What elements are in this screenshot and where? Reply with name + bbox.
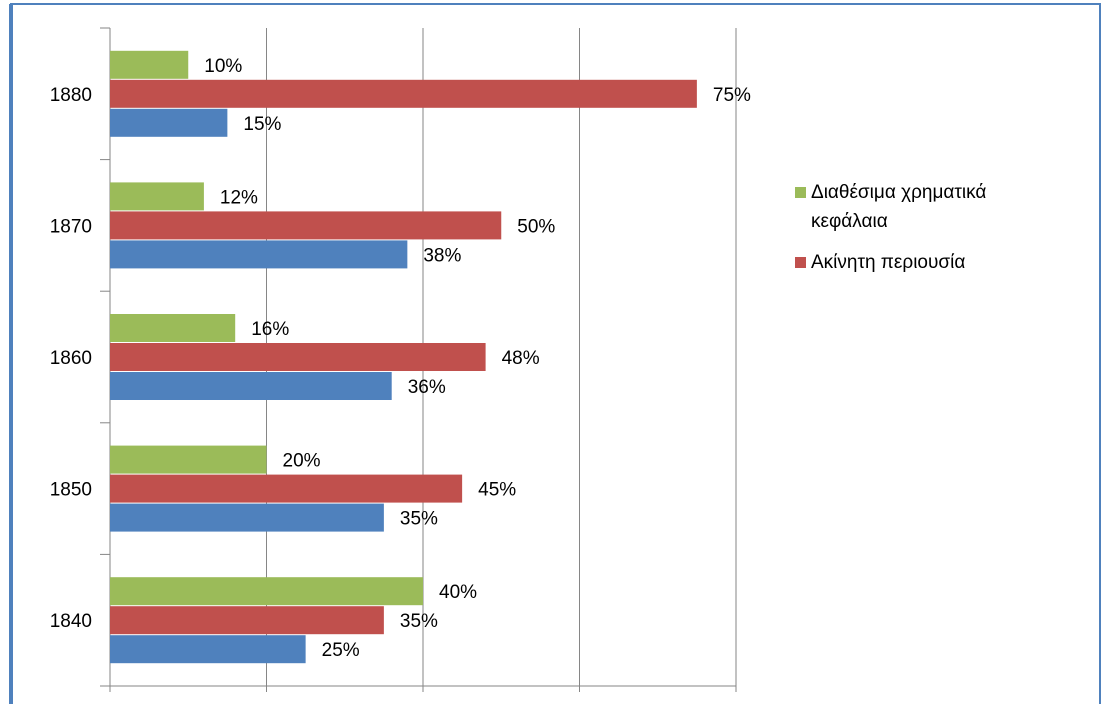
data-label: 45% bbox=[478, 480, 516, 501]
legend-swatch bbox=[795, 257, 806, 268]
bar bbox=[110, 79, 697, 108]
bar bbox=[110, 577, 423, 606]
data-label: 38% bbox=[423, 245, 461, 266]
legend-item: Διαθέσιμα χρηματικά κεφάλαια bbox=[795, 178, 1075, 236]
data-label: 40% bbox=[439, 582, 477, 603]
data-label: 36% bbox=[408, 377, 446, 398]
legend: Διαθέσιμα χρηματικά κεφάλαια Ακίνητη περι… bbox=[795, 178, 1075, 289]
legend-swatch bbox=[795, 187, 806, 198]
data-label: 25% bbox=[322, 640, 360, 661]
bar bbox=[110, 240, 408, 269]
y-tick-label: 1850 bbox=[50, 480, 92, 501]
bar bbox=[110, 50, 189, 79]
legend-label: Ακίνητη περιουσία bbox=[811, 252, 966, 273]
data-label: 15% bbox=[243, 114, 281, 135]
data-label: 16% bbox=[251, 319, 289, 340]
legend-item: Ακίνητη περιουσία bbox=[795, 248, 1075, 277]
bar bbox=[110, 182, 204, 211]
data-label: 75% bbox=[713, 85, 751, 106]
legend-label: Διαθέσιμα χρηματικά κεφάλαια bbox=[811, 182, 987, 232]
bar bbox=[110, 372, 392, 400]
bar bbox=[110, 108, 228, 137]
bar bbox=[110, 606, 384, 635]
bar bbox=[110, 474, 463, 503]
bar bbox=[110, 445, 267, 474]
y-tick-label: 1840 bbox=[50, 611, 92, 632]
data-label: 48% bbox=[502, 348, 540, 369]
data-label: 12% bbox=[220, 187, 258, 208]
bar bbox=[110, 343, 486, 371]
data-label: 20% bbox=[283, 451, 321, 472]
data-label: 35% bbox=[400, 509, 438, 530]
bar bbox=[110, 503, 384, 532]
y-tick-label: 1880 bbox=[50, 85, 92, 106]
bar bbox=[110, 211, 502, 240]
y-tick-label: 1860 bbox=[50, 348, 92, 369]
data-label: 10% bbox=[204, 56, 242, 77]
y-tick-label: 1870 bbox=[50, 216, 92, 237]
bar bbox=[110, 314, 236, 342]
bar bbox=[110, 635, 306, 664]
data-label: 35% bbox=[400, 611, 438, 632]
data-label: 50% bbox=[517, 216, 555, 237]
